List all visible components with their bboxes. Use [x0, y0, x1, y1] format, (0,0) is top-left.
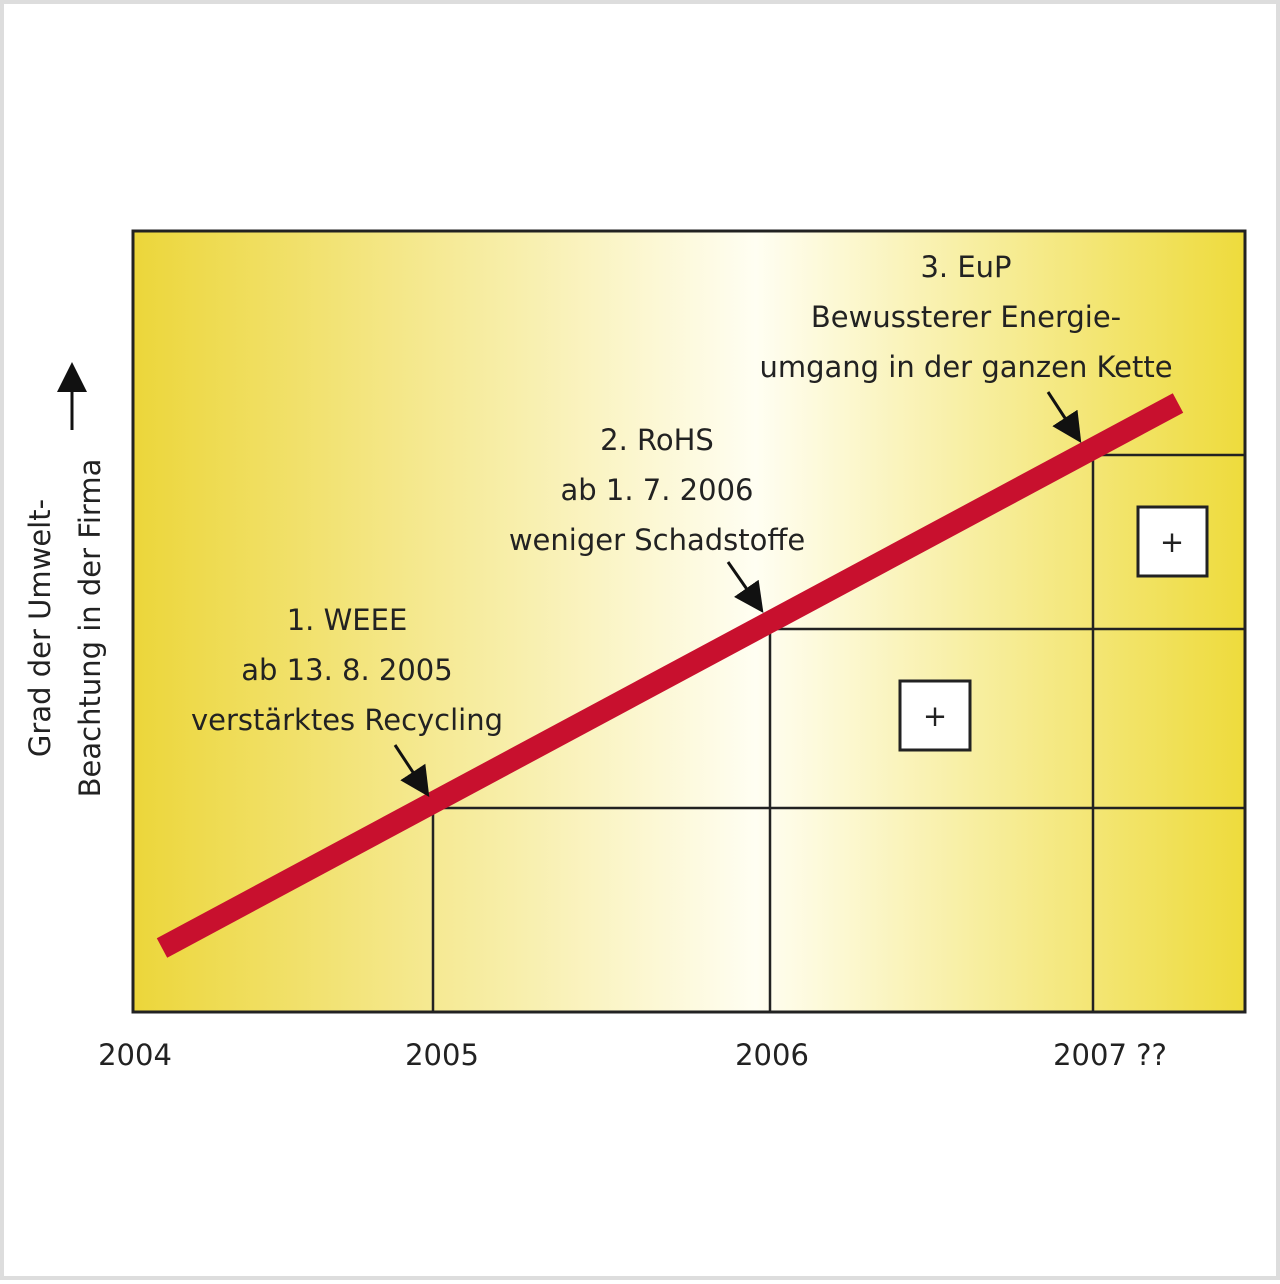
plus-box	[898, 679, 972, 752]
annotation-line: 1. WEEE	[287, 603, 408, 637]
chart-area	[131, 229, 1247, 1014]
annotation-line: ab 13. 8. 2005	[241, 653, 452, 687]
plus-box	[1136, 505, 1209, 578]
y-label: Grad der Umwelt- Beachtung in der Firma	[23, 459, 107, 798]
x-labels: 2004 2005 2006 2007 ??	[98, 1038, 1167, 1072]
x-label: 2006	[735, 1038, 809, 1072]
y-label-line: Beachtung in der Firma	[73, 459, 107, 798]
plus-label: +	[1160, 525, 1184, 559]
annotation-line: ab 1. 7. 2006	[561, 473, 754, 507]
annotation-line: weniger Schadstoffe	[509, 523, 805, 557]
x-label: 2005	[405, 1038, 479, 1072]
annotation-line: umgang in der ganzen Kette	[759, 350, 1172, 384]
plus-label: +	[923, 699, 947, 733]
grid	[431, 453, 1245, 1012]
x-label: 2004	[98, 1038, 172, 1072]
arrows	[57, 362, 1082, 798]
annotation-line: 3. EuP	[920, 250, 1011, 284]
annotation-line: verstärktes Recycling	[191, 703, 503, 737]
annotation-line: 2. RoHS	[600, 423, 714, 457]
x-label: 2007 ??	[1053, 1038, 1167, 1072]
annotations: 1. WEEE ab 13. 8. 2005 verstärktes Recyc…	[191, 250, 1173, 737]
y-label-line: Grad der Umwelt-	[23, 499, 57, 757]
annotation-line: Bewussterer Energie-	[811, 300, 1121, 334]
trend-line	[156, 393, 1184, 958]
